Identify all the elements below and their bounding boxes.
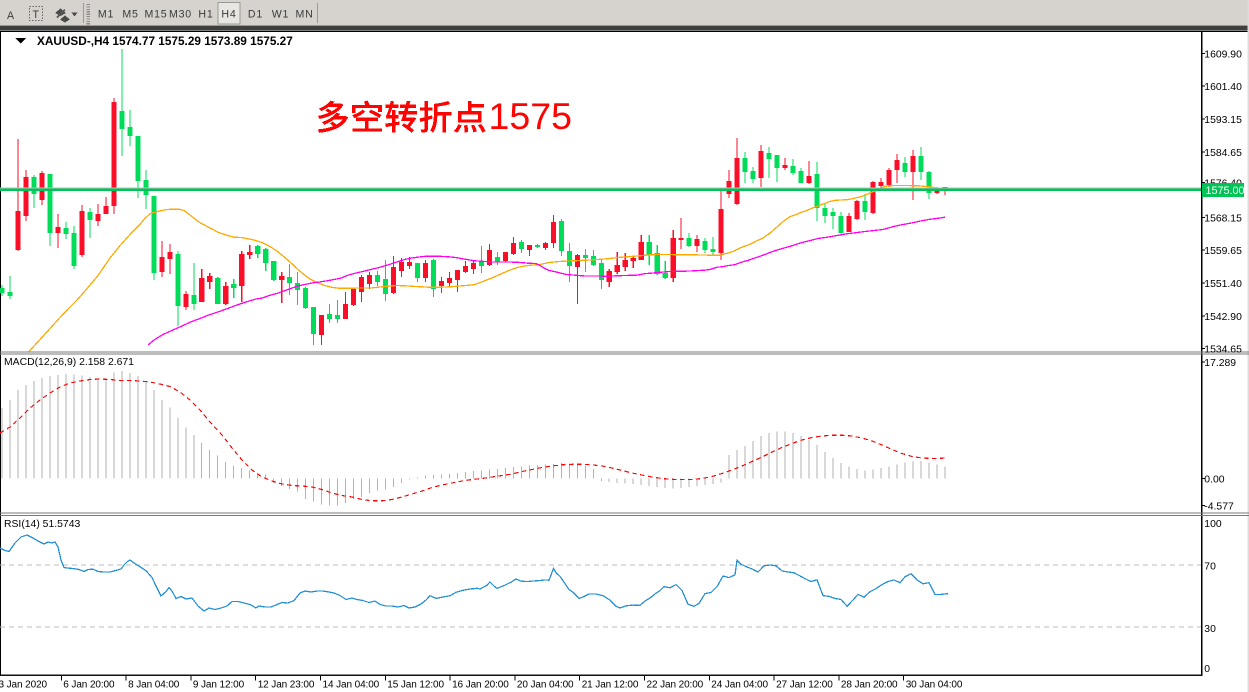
svg-text:XAUUSD-,H4 1574.77 1575.29 15: XAUUSD-,H4 1574.77 1575.29 1573.89 1575.…	[37, 34, 293, 48]
svg-text:1575.00: 1575.00	[1206, 185, 1245, 197]
svg-text:9 Jan 12:00: 9 Jan 12:00	[193, 680, 245, 691]
svg-text:6 Jan 20:00: 6 Jan 20:00	[63, 680, 115, 691]
svg-text:22 Jan 20:00: 22 Jan 20:00	[647, 680, 704, 691]
svg-text:-4.577: -4.577	[1204, 502, 1234, 513]
svg-text:1568.15: 1568.15	[1204, 214, 1242, 225]
svg-text:M5: M5	[122, 8, 138, 20]
svg-text:MN: MN	[295, 8, 313, 20]
svg-text:8 Jan 04:00: 8 Jan 04:00	[128, 680, 180, 691]
svg-text:28 Jan 20:00: 28 Jan 20:00	[841, 680, 898, 691]
svg-text:16 Jan 20:00: 16 Jan 20:00	[452, 680, 509, 691]
svg-text:100: 100	[1204, 519, 1222, 530]
svg-text:MACD(12,26,9) 2.158 2.671: MACD(12,26,9) 2.158 2.671	[4, 357, 134, 368]
svg-text:1534.65: 1534.65	[1204, 345, 1242, 356]
svg-text:H4: H4	[221, 8, 236, 20]
svg-text:T: T	[33, 9, 40, 21]
svg-text:21 Jan 12:00: 21 Jan 12:00	[582, 680, 639, 691]
svg-text:A: A	[7, 10, 15, 22]
svg-text:D1: D1	[248, 8, 263, 20]
svg-text:1584.65: 1584.65	[1204, 148, 1242, 159]
svg-text:1601.40: 1601.40	[1204, 82, 1242, 93]
svg-text:M30: M30	[169, 8, 192, 20]
svg-text:0: 0	[1204, 664, 1210, 675]
svg-text:12 Jan 23:00: 12 Jan 23:00	[258, 680, 315, 691]
svg-text:M1: M1	[98, 8, 114, 20]
svg-text:17.289: 17.289	[1204, 358, 1236, 369]
svg-text:RSI(14) 51.5743: RSI(14) 51.5743	[4, 519, 80, 530]
svg-text:H1: H1	[198, 8, 213, 20]
svg-text:70: 70	[1204, 561, 1216, 572]
svg-text:24 Jan 04:00: 24 Jan 04:00	[711, 680, 768, 691]
svg-text:M15: M15	[144, 8, 167, 20]
svg-text:1593.15: 1593.15	[1204, 115, 1242, 126]
svg-text:30 Jan 04:00: 30 Jan 04:00	[906, 680, 963, 691]
svg-text:W1: W1	[272, 8, 290, 20]
svg-text:30: 30	[1204, 624, 1216, 635]
svg-text:1609.90: 1609.90	[1204, 50, 1242, 61]
svg-text:27 Jan 12:00: 27 Jan 12:00	[776, 680, 833, 691]
svg-text:3 Jan 2020: 3 Jan 2020	[0, 680, 48, 691]
svg-text:1575: 1575	[489, 95, 572, 137]
svg-text:20 Jan 04:00: 20 Jan 04:00	[517, 680, 574, 691]
svg-text:1542.90: 1542.90	[1204, 312, 1242, 323]
svg-text:1551.40: 1551.40	[1204, 279, 1242, 290]
svg-text:1559.65: 1559.65	[1204, 246, 1242, 257]
svg-text:14 Jan 04:00: 14 Jan 04:00	[323, 680, 380, 691]
svg-text:0.00: 0.00	[1204, 474, 1224, 485]
svg-text:15 Jan 12:00: 15 Jan 12:00	[387, 680, 444, 691]
